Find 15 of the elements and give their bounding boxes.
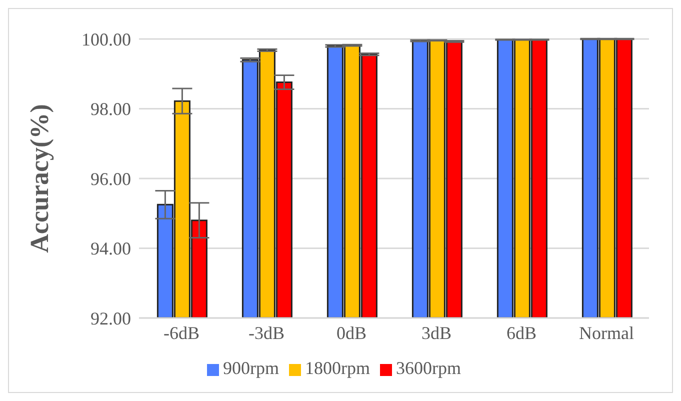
y-axis-title: Accuracy(%) [25, 104, 54, 253]
x-tick-label: -6dB [164, 322, 200, 343]
y-tick-label: 100.00 [82, 29, 131, 50]
x-tick-label: Normal [579, 322, 634, 343]
legend-label: 3600rpm [396, 358, 461, 378]
x-tick-label: 6dB [506, 322, 537, 343]
x-tick-label: 0dB [336, 322, 367, 343]
y-tick-label: 92.00 [90, 308, 131, 328]
y-tick-label: 96.00 [90, 168, 131, 189]
y-tick-label: 98.00 [90, 99, 131, 120]
y-tick-label: 94.00 [90, 238, 131, 259]
legend-label: 900rpm [223, 358, 279, 378]
legend-label: 1800rpm [305, 358, 370, 378]
x-tick-label: 3dB [421, 322, 452, 343]
x-tick-label: -3dB [248, 322, 284, 343]
